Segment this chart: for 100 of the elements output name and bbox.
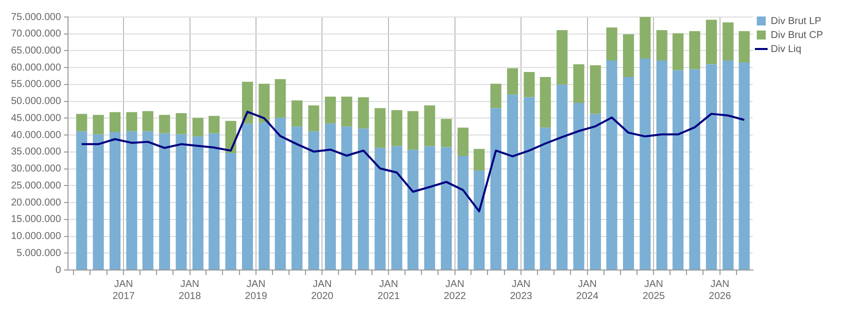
bar [324,124,336,270]
bar [159,114,170,134]
bar [142,111,154,132]
bar [192,136,204,270]
bar [258,122,270,270]
bar [225,152,236,270]
bar [308,105,320,132]
bar [391,110,402,146]
x-tick-label: JAN 2026 [708,278,732,302]
y-tick-label: 55.000.000 [10,79,62,90]
y-tick-label: 5.000.000 [16,248,62,259]
bar [341,96,352,127]
bar [590,65,601,114]
bar [242,82,253,124]
bar [540,77,551,128]
x-tick-label: JAN 2024 [576,278,599,302]
bar [126,112,138,132]
bar [507,68,518,95]
bar [623,77,634,270]
bar [458,128,469,156]
bar [159,133,170,270]
x-tick-label: JAN 2022 [444,278,466,302]
legend-label: Div Brut CP [770,30,824,41]
bar [507,94,518,270]
bar [274,79,286,118]
x-tick-label: JAN 2023 [510,278,533,302]
bar [640,58,651,270]
y-tick-label: 60.000.000 [10,62,62,74]
y-tick-label: 20.000.000 [10,197,62,208]
bar [142,131,154,270]
bar [440,147,452,270]
bar [110,132,121,270]
bar [623,34,634,78]
y-tick-label: 70.000.000 [10,28,62,40]
bar [606,27,618,61]
bar [407,150,418,270]
y-tick-label: 25.000.000 [10,180,62,192]
y-tick-label: 10.000.000 [10,231,62,242]
x-tick-label: JAN 2018 [178,278,202,302]
bar [440,118,452,148]
bar [524,97,535,270]
bar [407,111,418,150]
bar [689,31,700,70]
x-tick-label: JAN 2019 [244,278,268,302]
bar [192,118,204,136]
bar [176,113,187,134]
bar [391,146,402,270]
bar [722,22,734,61]
bar [176,134,187,270]
bar [474,148,485,170]
bar [242,124,253,270]
bar [208,133,220,270]
bar [292,100,303,127]
y-tick-label: 40.000.000 [10,130,62,141]
y-tick-label: 75.000.000 [10,12,62,23]
bar [208,116,220,134]
y-tick-label: 65.000.000 [10,45,62,56]
x-tick-label: JAN 2017 [112,278,136,302]
bar [424,105,436,146]
bar [556,30,568,85]
bar [258,84,270,123]
bar [92,134,104,270]
bar [76,114,88,132]
bar [490,108,502,270]
bar [92,114,104,134]
bar [573,103,584,270]
y-tick-label: 0 [55,264,62,276]
bar [308,131,320,270]
bar [706,64,717,270]
bar [341,126,352,270]
bar [524,72,535,98]
bar [474,170,485,270]
bar [556,84,568,270]
bar [640,17,651,58]
bar [656,30,668,61]
bar [76,131,88,270]
bar [490,84,502,108]
bar [573,64,584,104]
bar [110,112,121,132]
bar [374,148,386,270]
legend-label: Div Brut LP [770,16,822,27]
bar [324,96,336,124]
bar [424,146,436,270]
bar [656,60,668,270]
bar [672,70,684,270]
bar [292,126,303,270]
x-tick-label: JAN 2020 [311,278,334,302]
bar [689,69,700,270]
bar [738,62,750,270]
bar [606,60,618,270]
bar [358,97,369,129]
bar [458,156,469,270]
y-tick-label: 35.000.000 [10,146,62,158]
bar [374,108,386,148]
bar [672,33,684,70]
bar [738,31,750,63]
legend-label: Div Liq [770,44,802,55]
bar [358,128,369,270]
bar [590,114,601,270]
y-tick-label: 30.000.000 [10,164,62,175]
